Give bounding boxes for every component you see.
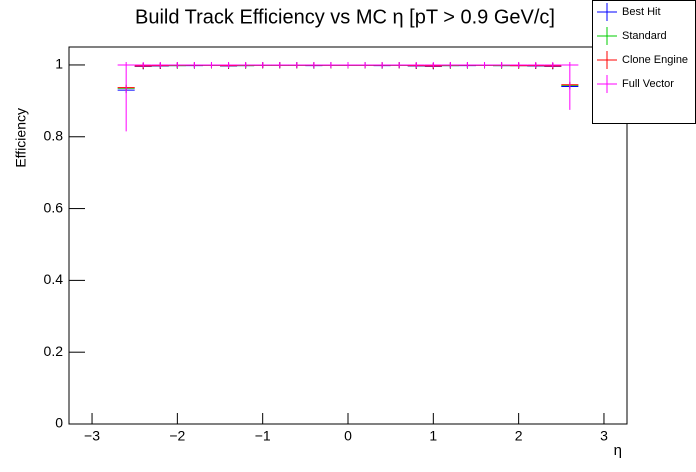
data-point — [441, 61, 459, 68]
data-point — [254, 61, 272, 68]
data-point — [424, 61, 442, 68]
x-tick-label: 3 — [600, 428, 608, 444]
plot-frame — [68, 46, 628, 425]
data-point — [305, 61, 323, 68]
data-point — [510, 61, 528, 68]
data-point — [185, 61, 203, 68]
x-axis-label: η — [614, 442, 622, 459]
data-point — [561, 61, 579, 110]
data-point — [407, 61, 425, 68]
data-point — [220, 61, 238, 68]
data-point — [237, 61, 255, 68]
data-point — [151, 61, 169, 68]
x-tick-label: 0 — [344, 428, 352, 444]
data-point — [202, 61, 221, 68]
data-point — [373, 61, 391, 68]
x-tick-label: 2 — [515, 428, 523, 444]
data-point — [475, 61, 494, 68]
data-point — [458, 61, 476, 68]
data-point — [544, 61, 562, 68]
y-axis-label: Efficiency — [13, 108, 29, 168]
data-point — [322, 61, 340, 68]
legend-label: Standard — [622, 30, 667, 42]
data-point — [390, 61, 408, 68]
y-tick-label: 0.2 — [44, 343, 64, 359]
y-tick-label: 0.4 — [44, 271, 64, 287]
x-tick-label: −1 — [255, 428, 271, 444]
y-tick-label: 1 — [55, 56, 63, 72]
data-point — [134, 61, 152, 68]
x-tick-label: 1 — [429, 428, 437, 444]
data-point — [527, 61, 545, 68]
x-tick-label: −2 — [169, 428, 185, 444]
legend-box — [592, 0, 696, 124]
legend-label: Clone Engine — [622, 54, 688, 66]
legend-label: Full Vector — [622, 78, 674, 90]
chart-title: Build Track Efficiency vs MC η [pT > 0.9… — [135, 6, 555, 28]
legend-label: Best Hit — [622, 6, 661, 18]
data-point — [288, 61, 306, 68]
data-point — [271, 61, 289, 68]
y-tick-label: 0.6 — [44, 199, 64, 215]
x-tick-label: −3 — [84, 428, 100, 444]
data-point — [493, 61, 511, 68]
data-point — [356, 61, 374, 68]
data-point — [168, 61, 186, 68]
data-point — [339, 61, 357, 68]
data-point — [117, 61, 135, 132]
y-tick-label: 0 — [55, 415, 63, 431]
y-tick-label: 0.8 — [44, 127, 64, 143]
